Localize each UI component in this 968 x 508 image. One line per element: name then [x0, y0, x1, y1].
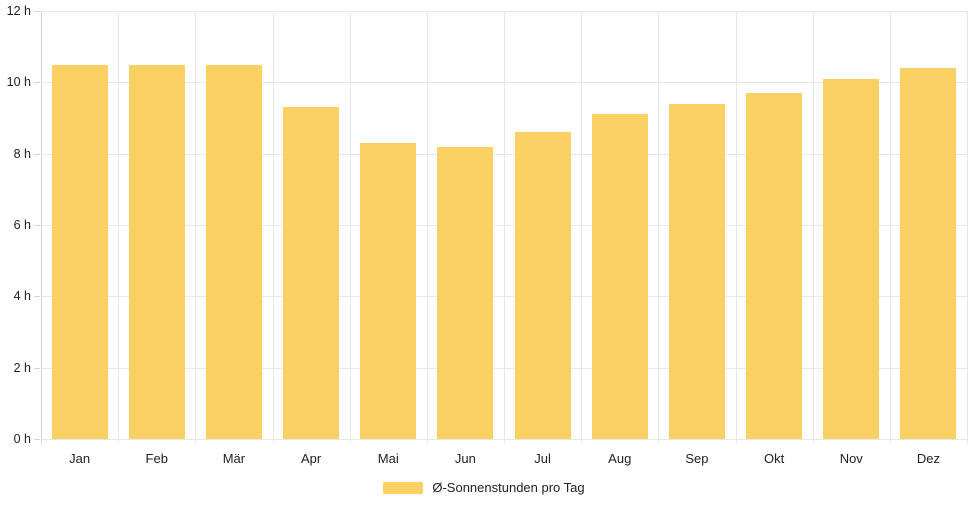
bar-apr[interactable]: [283, 107, 340, 439]
bar-jul[interactable]: [514, 132, 571, 439]
gridline-x-10: [813, 11, 814, 444]
x-axis-label-jul: Jul: [534, 451, 551, 466]
y-tick-mark-10: [34, 82, 40, 84]
y-axis-label-2: 2 h: [13, 360, 31, 375]
plot-area: [34, 11, 968, 444]
bar-aug[interactable]: [591, 114, 648, 439]
gridline-x-3: [273, 11, 274, 444]
bar-okt[interactable]: [746, 93, 803, 439]
y-tick-mark-12: [34, 11, 40, 12]
legend-item-sun-hours[interactable]: Ø-Sonnenstunden pro Tag: [0, 480, 968, 496]
x-axis-label-dez: Dez: [916, 451, 940, 466]
bar-jun[interactable]: [437, 146, 494, 439]
y-axis-label-0: 0 h: [13, 432, 31, 446]
gridline-x-6: [504, 11, 505, 444]
x-axis-label-mär: Mär: [222, 451, 246, 466]
x-axis-label-feb: Feb: [145, 451, 168, 466]
gridline-x-1: [118, 11, 119, 444]
gridline-x-4: [350, 11, 351, 444]
bar-mai[interactable]: [360, 142, 417, 439]
y-tick-mark-2: [34, 367, 40, 369]
x-axis-label-sep: Sep: [685, 451, 709, 466]
gridline-x-8: [658, 11, 659, 444]
x-axis-label-apr: Apr: [300, 451, 322, 466]
gridline-x-7: [581, 11, 582, 444]
y-axis-label-6: 6 h: [13, 218, 31, 232]
legend-swatch: [383, 482, 424, 494]
y-axis-line: [41, 11, 42, 444]
y-tick-mark-0: [34, 439, 40, 440]
y-axis-label-8: 8 h: [13, 146, 31, 161]
bar-dez[interactable]: [900, 68, 957, 439]
x-axis-label-jan: Jan: [69, 451, 91, 466]
legend-label: Ø-Sonnenstunden pro Tag: [432, 480, 585, 495]
y-tick-mark-4: [34, 296, 40, 298]
y-axis-label-12: 12 h: [6, 4, 31, 18]
bar-nov[interactable]: [823, 78, 880, 439]
bar-mär[interactable]: [205, 64, 262, 439]
x-axis-label-okt: Okt: [763, 451, 785, 466]
y-axis-label-10: 10 h: [6, 75, 31, 90]
x-axis-label-nov: Nov: [839, 451, 863, 466]
y-tick-mark-8: [34, 153, 40, 155]
y-tick-mark-6: [34, 225, 40, 226]
x-axis-label-aug: Aug: [608, 451, 632, 466]
bar-sep[interactable]: [668, 103, 725, 439]
x-axis-label-jun: Jun: [454, 451, 476, 466]
gridline-x-5: [427, 11, 428, 444]
bar-jan[interactable]: [51, 64, 108, 439]
y-axis-label-4: 4 h: [13, 289, 31, 304]
gridline-x-11: [890, 11, 891, 444]
gridline-x-2: [195, 11, 196, 444]
gridline-x-9: [736, 11, 737, 444]
bar-feb[interactable]: [128, 64, 185, 439]
x-axis-label-mai: Mai: [377, 451, 399, 466]
